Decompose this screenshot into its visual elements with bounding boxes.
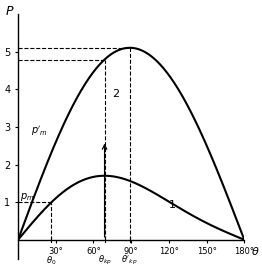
Text: 1: 1 [169,200,176,210]
Text: $\theta_{kp}$: $\theta_{kp}$ [97,254,112,267]
Text: P: P [6,5,13,18]
Text: θ: θ [252,247,259,257]
Text: $\theta'_{kp}$: $\theta'_{kp}$ [121,254,138,267]
Text: $p_m$: $p_m$ [20,191,34,203]
Text: 2: 2 [112,89,119,99]
Text: $p'_m$: $p'_m$ [31,125,48,138]
Text: $\theta_0$: $\theta_0$ [46,254,57,267]
